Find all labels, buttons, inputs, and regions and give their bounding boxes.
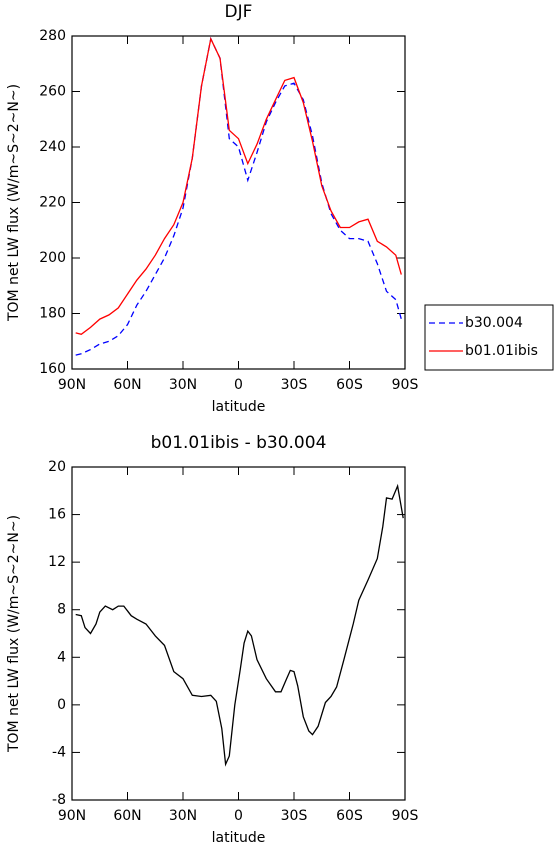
x-tick-label: 0 bbox=[234, 808, 243, 824]
x-axis-label: latitude bbox=[212, 830, 266, 846]
x-tick-label: 60S bbox=[336, 808, 363, 824]
x-tick-label: 60N bbox=[113, 808, 141, 824]
chart-title: DJF bbox=[225, 2, 253, 22]
y-tick-label: 200 bbox=[39, 250, 66, 266]
y-tick-label: 160 bbox=[39, 361, 66, 377]
data-line bbox=[75, 36, 402, 336]
y-tick-label: 12 bbox=[48, 554, 66, 570]
x-tick-label: 30N bbox=[169, 808, 197, 824]
y-tick-label: 280 bbox=[39, 28, 66, 44]
y-tick-label: 180 bbox=[39, 306, 66, 322]
plot-frame bbox=[71, 466, 406, 801]
legend-box bbox=[424, 304, 554, 371]
y-tick-label: 4 bbox=[57, 649, 66, 665]
y-tick-label: 20 bbox=[48, 459, 66, 475]
chart-title: b01.01ibis - b30.004 bbox=[151, 433, 327, 453]
x-tick-label: 90N bbox=[58, 808, 86, 824]
plot-frame bbox=[71, 35, 406, 370]
y-tick-label: -4 bbox=[52, 744, 66, 760]
x-tick-label: 30S bbox=[281, 377, 308, 393]
y-tick-label: -8 bbox=[52, 792, 66, 808]
data-line bbox=[75, 483, 404, 767]
x-tick-label: 30N bbox=[169, 377, 197, 393]
y-axis-label: TOM net LW flux (W/m~S~2~N~) bbox=[6, 84, 22, 322]
y-tick-label: 8 bbox=[57, 602, 66, 618]
x-tick-label: 30S bbox=[281, 808, 308, 824]
y-tick-label: 240 bbox=[39, 139, 66, 155]
y-tick-label: 260 bbox=[39, 84, 66, 100]
x-tick-label: 0 bbox=[234, 377, 243, 393]
x-tick-label: 60N bbox=[113, 377, 141, 393]
y-tick-label: 220 bbox=[39, 195, 66, 211]
y-tick-label: 16 bbox=[48, 507, 66, 523]
legend-label: b30.004 bbox=[465, 315, 523, 331]
legend-label: b01.01ibis bbox=[465, 343, 538, 359]
x-tick-label: 90N bbox=[58, 377, 86, 393]
y-axis-label: TOM net LW flux (W/m~S~2~N~) bbox=[6, 515, 22, 753]
x-tick-label: 60S bbox=[336, 377, 363, 393]
x-axis-label: latitude bbox=[212, 399, 266, 415]
x-tick-label: 90S bbox=[392, 808, 419, 824]
data-line bbox=[75, 36, 402, 356]
x-tick-label: 90S bbox=[392, 377, 419, 393]
y-tick-label: 0 bbox=[57, 697, 66, 713]
